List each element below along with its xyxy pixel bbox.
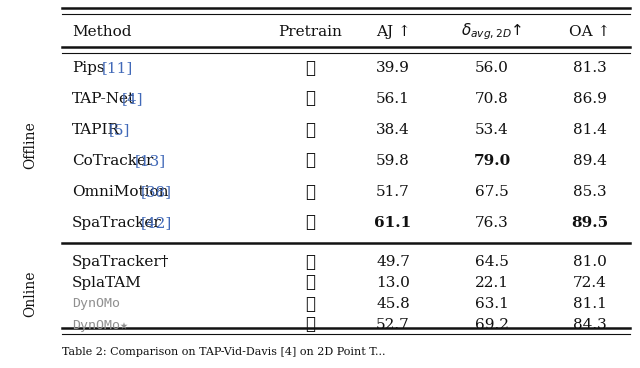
Text: Online: Online (23, 270, 37, 317)
Text: 86.9: 86.9 (573, 92, 607, 106)
Text: 39.9: 39.9 (376, 61, 410, 75)
Text: OA ↑: OA ↑ (570, 25, 611, 39)
Text: 22.1: 22.1 (475, 276, 509, 290)
Text: ✗: ✗ (305, 275, 315, 291)
Text: [5]: [5] (109, 123, 130, 137)
Text: CoTracker: CoTracker (72, 154, 154, 168)
Text: ✓: ✓ (305, 215, 315, 231)
Text: ✗: ✗ (305, 316, 315, 333)
Text: DynOMo★: DynOMo★ (72, 318, 128, 332)
Text: Offline: Offline (23, 122, 37, 169)
Text: 59.8: 59.8 (376, 154, 410, 168)
Text: ✗: ✗ (305, 296, 315, 312)
Text: 81.1: 81.1 (573, 297, 607, 311)
Text: 81.3: 81.3 (573, 61, 607, 75)
Text: OmniMotion [38]: OmniMotion [38] (72, 185, 204, 199)
Text: Pretrain: Pretrain (278, 25, 342, 39)
Text: Method: Method (72, 25, 131, 39)
Text: CoTracker [13]: CoTracker [13] (72, 154, 189, 168)
Text: 56.1: 56.1 (376, 92, 410, 106)
Text: AJ ↑: AJ ↑ (376, 25, 410, 39)
Text: 70.8: 70.8 (475, 92, 509, 106)
Text: $\delta_{avg,2D}$↑: $\delta_{avg,2D}$↑ (461, 22, 523, 42)
Text: 49.7: 49.7 (376, 255, 410, 269)
Text: SpaTracker [42]: SpaTracker [42] (72, 216, 198, 230)
Text: TAP-Net: TAP-Net (72, 92, 135, 106)
Text: 64.5: 64.5 (475, 255, 509, 269)
Text: 63.1: 63.1 (475, 297, 509, 311)
Text: 72.4: 72.4 (573, 276, 607, 290)
Text: 61.1: 61.1 (374, 216, 412, 230)
Text: Table 2: Comparison on TAP-Vid-Davis [4] on 2D Point T...: Table 2: Comparison on TAP-Vid-Davis [4]… (62, 347, 385, 357)
Text: 89.5: 89.5 (572, 216, 609, 230)
Text: TAPIR [5]: TAPIR [5] (72, 123, 147, 137)
Text: ✓: ✓ (305, 254, 315, 270)
Text: SpaTracker†: SpaTracker† (72, 255, 170, 269)
Text: 79.0: 79.0 (474, 154, 511, 168)
Text: [11]: [11] (102, 61, 133, 75)
Text: [38]: [38] (141, 185, 172, 199)
Text: 85.3: 85.3 (573, 185, 607, 199)
Text: ✓: ✓ (305, 91, 315, 107)
Text: TAP-Net [4]: TAP-Net [4] (72, 92, 161, 106)
Text: [13]: [13] (134, 154, 166, 168)
Text: 13.0: 13.0 (376, 276, 410, 290)
Text: TAPIR: TAPIR (72, 123, 120, 137)
Text: ✗: ✗ (305, 184, 315, 201)
Text: 76.3: 76.3 (475, 216, 509, 230)
Text: 51.7: 51.7 (376, 185, 410, 199)
Text: 53.4: 53.4 (475, 123, 509, 137)
Text: 67.5: 67.5 (475, 185, 509, 199)
Text: 81.4: 81.4 (573, 123, 607, 137)
Text: 52.7: 52.7 (376, 318, 410, 332)
Text: 69.2: 69.2 (475, 318, 509, 332)
Text: 84.3: 84.3 (573, 318, 607, 332)
Text: DynOMo: DynOMo (72, 297, 120, 311)
Text: OmniMotion: OmniMotion (72, 185, 168, 199)
Text: ✓: ✓ (305, 60, 315, 77)
Text: ✓: ✓ (305, 121, 315, 138)
Text: [42]: [42] (141, 216, 172, 230)
Text: SpaTracker: SpaTracker (72, 216, 162, 230)
Text: 38.4: 38.4 (376, 123, 410, 137)
Text: 81.0: 81.0 (573, 255, 607, 269)
Text: Pips [11]: Pips [11] (72, 61, 141, 75)
Text: Pips: Pips (72, 61, 104, 75)
Text: 56.0: 56.0 (475, 61, 509, 75)
Text: ✓: ✓ (305, 152, 315, 170)
Text: [4]: [4] (122, 92, 143, 106)
Text: 45.8: 45.8 (376, 297, 410, 311)
Text: 89.4: 89.4 (573, 154, 607, 168)
Text: SplaTAM: SplaTAM (72, 276, 142, 290)
